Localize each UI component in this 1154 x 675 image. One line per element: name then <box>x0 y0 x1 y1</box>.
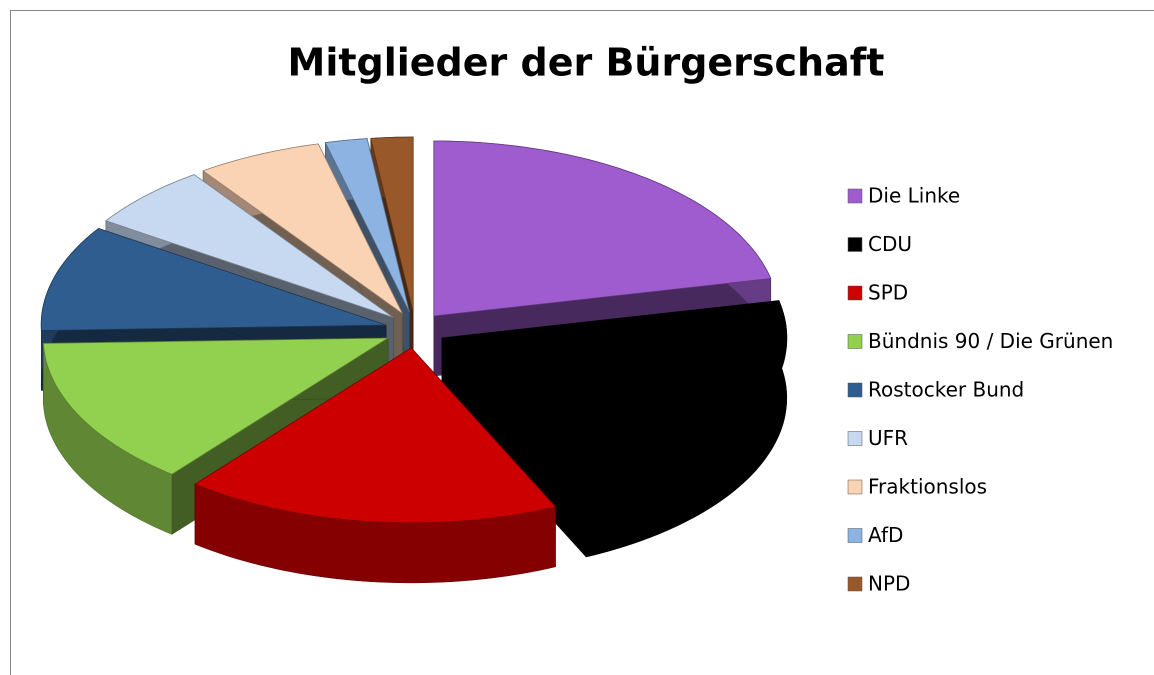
legend-swatch <box>847 576 863 592</box>
legend-label: Die Linke <box>868 184 960 208</box>
chart-title: Mitglieder der Bürgerschaft <box>288 41 885 85</box>
slice <box>194 347 557 524</box>
slice <box>202 143 403 314</box>
slice <box>370 136 414 313</box>
legend-swatch <box>847 188 863 204</box>
slice <box>105 174 394 318</box>
slice <box>441 300 788 498</box>
legend-swatch <box>847 431 863 446</box>
slice <box>324 138 410 313</box>
slice <box>40 227 387 331</box>
legend-swatch <box>847 237 863 252</box>
legend-label: Bündnis 90 / Die Grünen <box>868 329 1113 353</box>
legend-label: CDU <box>868 232 912 256</box>
slice <box>42 337 390 475</box>
legend-swatch <box>847 528 863 543</box>
legend-label: AfD <box>868 523 903 547</box>
legend-swatch <box>847 479 863 495</box>
legend-label: NPD <box>868 572 910 596</box>
legend-label: SPD <box>868 281 908 305</box>
legend-swatch <box>847 285 863 301</box>
legend-label: UFR <box>868 426 908 450</box>
legend-swatch <box>847 334 863 349</box>
legend-swatch <box>847 382 863 398</box>
legend-label: Rostocker Bund <box>868 378 1024 402</box>
legend-label: Fraktionslos <box>868 475 987 499</box>
slice <box>433 140 772 317</box>
